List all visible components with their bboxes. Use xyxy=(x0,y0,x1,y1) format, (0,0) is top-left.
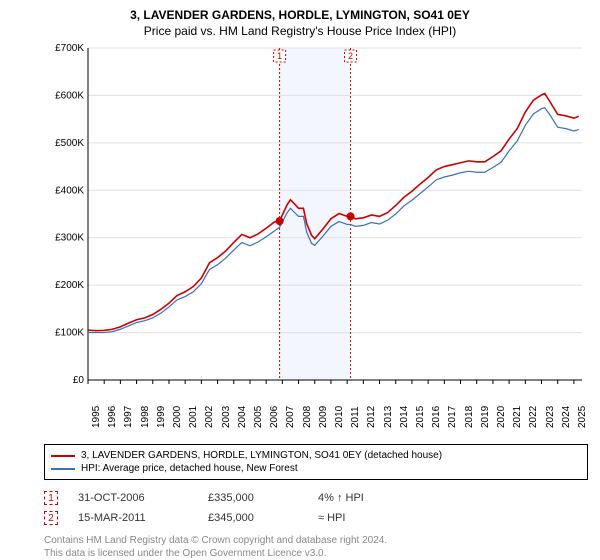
x-tick-label: 2008 xyxy=(302,406,313,428)
svg-text:£0: £0 xyxy=(73,375,85,386)
chart-title: 3, LAVENDER GARDENS, HORDLE, LYMINGTON, … xyxy=(0,0,600,22)
x-tick-label: 2018 xyxy=(464,406,475,428)
sale-note: ≈ HPI xyxy=(318,512,345,524)
legend: 3, LAVENDER GARDENS, HORDLE, LYMINGTON, … xyxy=(44,444,588,480)
svg-text:£100K: £100K xyxy=(55,328,84,339)
legend-item: HPI: Average price, detached house, New … xyxy=(51,462,581,475)
chart-subtitle: Price paid vs. HM Land Registry's House … xyxy=(0,22,600,42)
x-tick-label: 2007 xyxy=(285,406,296,428)
legend-swatch xyxy=(51,455,75,457)
plot-area: £0 £100K £200K £300K £400K £500K £600K £700K 1 2 xyxy=(44,42,588,394)
sale-date: 31-OCT-2006 xyxy=(78,492,188,504)
x-tick-label: 2023 xyxy=(545,406,556,428)
x-tick-label: 2005 xyxy=(253,406,264,428)
x-tick-label: 2019 xyxy=(480,406,491,428)
x-tick-label: 2001 xyxy=(188,406,199,428)
sale-row: 1 31-OCT-2006 £335,000 4% ↑ HPI xyxy=(44,488,588,508)
x-tick-label: 2013 xyxy=(383,406,394,428)
svg-text:£500K: £500K xyxy=(55,138,84,149)
x-tick-label: 2016 xyxy=(431,406,442,428)
sale-badge: 2 xyxy=(44,511,58,525)
x-tick-label: 1996 xyxy=(107,406,118,428)
x-tick-label: 2002 xyxy=(204,406,215,428)
legend-label: 3, LAVENDER GARDENS, HORDLE, LYMINGTON, … xyxy=(81,450,442,461)
x-tick-label: 2022 xyxy=(528,406,539,428)
sale-date: 15-MAR-2011 xyxy=(78,512,188,524)
legend-item: 3, LAVENDER GARDENS, HORDLE, LYMINGTON, … xyxy=(51,449,581,462)
svg-text:£600K: £600K xyxy=(55,90,84,101)
line-chart: £0 £100K £200K £300K £400K £500K £600K £700K 1 2 xyxy=(44,42,588,394)
x-tick-label: 2011 xyxy=(350,406,361,428)
footer-line-1: Contains HM Land Registry data © Crown c… xyxy=(44,534,588,547)
x-tick-label: 2015 xyxy=(415,406,426,428)
x-tick-label: 2003 xyxy=(221,406,232,428)
legend-swatch xyxy=(51,468,75,470)
sale-rows: 1 31-OCT-2006 £335,000 4% ↑ HPI 2 15-MAR-2011… xyxy=(44,488,588,528)
svg-text:£200K: £200K xyxy=(55,280,84,291)
sale-row: 2 15-MAR-2011 £345,000 ≈ HPI xyxy=(44,508,588,528)
svg-text:£400K: £400K xyxy=(55,185,84,196)
x-tick-label: 2010 xyxy=(334,406,345,428)
x-tick-label: 2014 xyxy=(399,406,410,428)
x-tick-label: 2009 xyxy=(318,406,329,428)
x-tick-label: 2021 xyxy=(512,406,523,428)
sale-badge: 1 xyxy=(44,491,58,505)
x-tick-label: 2020 xyxy=(496,406,507,428)
svg-text:£700K: £700K xyxy=(55,43,84,54)
x-tick-label: 2004 xyxy=(237,406,248,428)
page: 3, LAVENDER GARDENS, HORDLE, LYMINGTON, … xyxy=(0,0,600,560)
x-tick-label: 1995 xyxy=(91,406,102,428)
x-tick-label: 1998 xyxy=(140,406,151,428)
x-tick-label: 2024 xyxy=(561,406,572,428)
svg-text:2: 2 xyxy=(348,51,353,61)
footer: Contains HM Land Registry data © Crown c… xyxy=(44,534,588,560)
legend-label: HPI: Average price, detached house, New … xyxy=(81,463,298,474)
footer-line-2: This data is licensed under the Open Gov… xyxy=(44,547,588,560)
x-tick-label: 2017 xyxy=(447,406,458,428)
x-axis-labels: 1995 1996 1997 1998 1999 2000 2001 2002 2003 2004… xyxy=(44,394,588,444)
x-tick-label: 1997 xyxy=(123,406,134,428)
svg-text:1: 1 xyxy=(277,51,282,61)
sale-price: £345,000 xyxy=(208,512,298,524)
x-tick-label: 2012 xyxy=(366,406,377,428)
x-tick-label: 2000 xyxy=(172,406,183,428)
sale-note: 4% ↑ HPI xyxy=(318,492,364,504)
sale-price: £335,000 xyxy=(208,492,298,504)
x-tick-label: 2006 xyxy=(269,406,280,428)
x-tick-label: 2025 xyxy=(577,406,588,428)
x-tick-label: 1999 xyxy=(156,406,167,428)
svg-text:£300K: £300K xyxy=(55,233,84,244)
